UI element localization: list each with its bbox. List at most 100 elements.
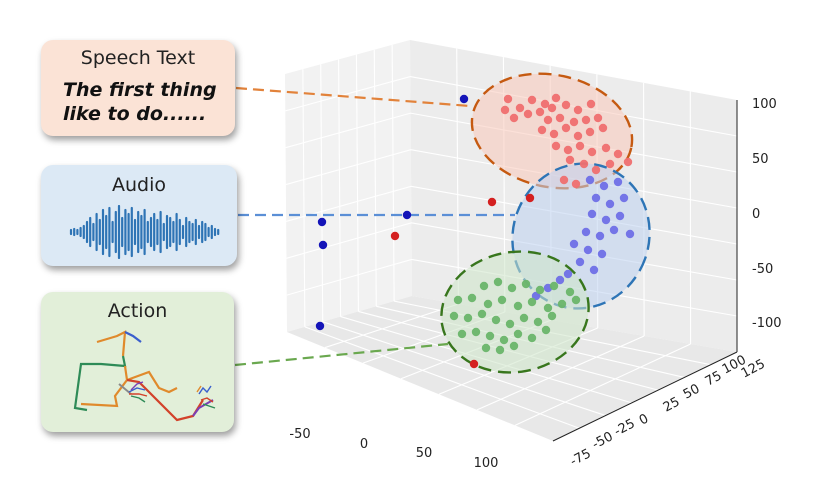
data-point xyxy=(569,117,579,127)
z-tick-label: 50 xyxy=(752,152,769,167)
data-point xyxy=(535,285,545,295)
audio-title: Audio xyxy=(111,174,166,196)
data-point xyxy=(579,159,589,169)
data-point xyxy=(591,165,601,175)
data-point xyxy=(505,319,515,329)
data-point xyxy=(479,281,489,291)
gridline xyxy=(514,343,691,426)
y-tick-label: -25 xyxy=(612,416,638,439)
data-point xyxy=(575,257,585,267)
y-tick-label: 75 xyxy=(703,369,725,390)
data-point xyxy=(523,109,533,119)
data-point xyxy=(315,321,325,331)
data-point xyxy=(613,149,623,159)
y-tick-label: -50 xyxy=(590,429,616,452)
data-point xyxy=(457,329,467,339)
z-tick-label: -50 xyxy=(752,262,773,277)
connectors xyxy=(234,86,515,367)
data-point xyxy=(555,275,565,285)
gridline xyxy=(391,44,395,302)
data-point xyxy=(515,103,525,113)
data-point xyxy=(565,287,575,297)
y-axis-line xyxy=(552,351,738,442)
y-tick-label: 0 xyxy=(637,411,651,428)
y-tick-label: 50 xyxy=(681,382,703,403)
data-point xyxy=(503,94,513,104)
data-point xyxy=(599,181,609,191)
data-point xyxy=(537,125,547,135)
audio-card: Audio xyxy=(41,165,237,266)
data-point xyxy=(527,297,537,307)
data-point xyxy=(402,210,412,220)
data-point xyxy=(623,157,633,167)
data-point xyxy=(585,175,595,185)
x-tick-label: 50 xyxy=(416,446,433,461)
data-point xyxy=(471,327,481,337)
data-point xyxy=(597,249,607,259)
data-point xyxy=(513,301,523,311)
data-point xyxy=(555,113,565,123)
data-point xyxy=(583,245,593,255)
data-point xyxy=(493,277,503,287)
data-point xyxy=(497,295,507,305)
data-point xyxy=(569,239,579,249)
data-point xyxy=(605,159,615,169)
y-tick-label: -75 xyxy=(568,446,594,469)
data-point xyxy=(449,311,459,321)
skeleton-pose-icon xyxy=(73,330,216,422)
data-point xyxy=(469,359,479,369)
speech-text-card: Speech Text The first thing like to do..… xyxy=(41,40,235,136)
data-point xyxy=(540,99,550,109)
data-point xyxy=(573,131,583,141)
data-point xyxy=(586,99,596,109)
data-point xyxy=(595,231,605,241)
data-point xyxy=(601,143,611,153)
data-point xyxy=(571,179,581,189)
data-point xyxy=(317,217,327,227)
data-point xyxy=(571,295,581,305)
data-point xyxy=(598,123,608,133)
connector-action xyxy=(234,342,449,367)
gridline xyxy=(322,321,606,417)
data-point xyxy=(547,103,557,113)
speech-text-title: Speech Text xyxy=(80,47,196,69)
data-point xyxy=(589,265,599,275)
data-point xyxy=(509,341,519,351)
data-point xyxy=(533,317,543,327)
data-point xyxy=(535,107,545,117)
data-point xyxy=(561,123,571,133)
data-point xyxy=(547,311,557,321)
y-tick-label: 25 xyxy=(661,395,683,416)
data-point xyxy=(477,309,487,319)
z-tick-label: 0 xyxy=(752,207,760,222)
data-point xyxy=(559,175,569,185)
data-point xyxy=(541,325,551,335)
data-point xyxy=(573,105,583,115)
data-point xyxy=(615,211,625,221)
speech-text-body: The first thing like to do...... xyxy=(63,79,217,125)
data-point xyxy=(563,145,573,155)
data-point xyxy=(581,115,591,125)
gridline xyxy=(324,303,459,349)
data-point xyxy=(507,283,517,293)
data-point xyxy=(500,105,510,115)
data-point xyxy=(531,291,541,301)
gridline xyxy=(338,59,342,317)
gridline xyxy=(285,76,738,137)
data-point xyxy=(619,193,629,203)
gridline xyxy=(286,258,738,317)
data-point xyxy=(509,113,519,123)
connector-speech xyxy=(235,86,471,108)
x-tick-label: 100 xyxy=(474,456,499,471)
data-point xyxy=(551,141,561,151)
data-point xyxy=(605,199,615,209)
data-point xyxy=(499,335,509,345)
action-title: Action xyxy=(107,300,168,322)
data-point xyxy=(453,295,463,305)
data-point xyxy=(525,193,535,203)
data-point xyxy=(491,315,501,325)
data-point xyxy=(527,95,537,105)
data-point xyxy=(463,313,473,323)
data-point xyxy=(527,333,537,343)
